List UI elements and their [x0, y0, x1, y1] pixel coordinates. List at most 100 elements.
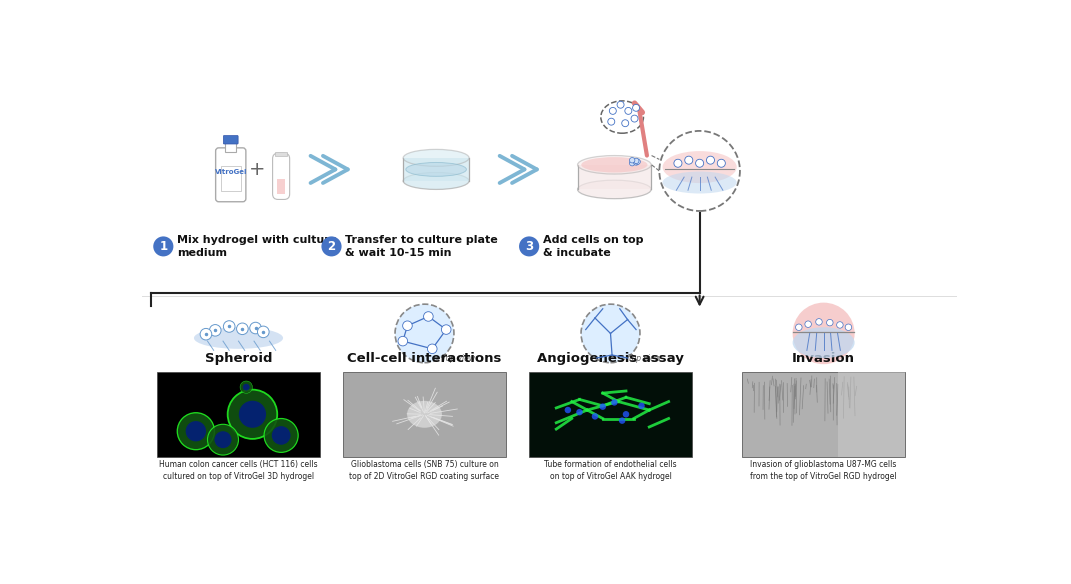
Bar [529, 372, 692, 457]
Ellipse shape [793, 327, 855, 358]
Bar [277, 179, 285, 194]
Text: Add cells on top
& incubate: Add cells on top & incubate [543, 235, 644, 258]
Text: Invasion of glioblastoma U87-MG cells
from the top of VitroGel RGD hydrogel: Invasion of glioblastoma U87-MG cells fr… [751, 460, 896, 481]
Bar [221, 166, 241, 191]
Ellipse shape [403, 150, 469, 166]
Circle shape [684, 156, 693, 164]
Text: Invasion: Invasion [793, 352, 855, 364]
Circle shape [836, 322, 843, 328]
Bar [275, 152, 287, 157]
Bar [838, 372, 905, 457]
Text: Spheroid: Spheroid [205, 352, 272, 364]
Circle shape [624, 107, 632, 114]
Circle shape [403, 321, 412, 331]
FancyBboxPatch shape [273, 153, 289, 200]
Circle shape [622, 411, 630, 418]
Circle shape [634, 160, 639, 165]
Circle shape [718, 159, 725, 167]
Circle shape [178, 413, 214, 450]
Circle shape [564, 407, 571, 413]
Circle shape [398, 336, 408, 346]
Circle shape [612, 399, 618, 406]
Circle shape [210, 325, 221, 336]
Circle shape [239, 401, 266, 428]
Circle shape [633, 105, 639, 112]
Circle shape [224, 321, 235, 332]
Circle shape [423, 312, 433, 321]
Circle shape [845, 324, 851, 331]
Circle shape [582, 304, 640, 363]
Circle shape [272, 426, 290, 445]
Circle shape [395, 304, 454, 363]
Circle shape [660, 131, 740, 211]
Circle shape [321, 237, 342, 256]
Circle shape [630, 158, 635, 163]
Text: Transfer to culture plate
& wait 10-15 min: Transfer to culture plate & wait 10-15 m… [346, 235, 498, 258]
Circle shape [441, 325, 451, 335]
Circle shape [208, 425, 239, 455]
Bar [577, 165, 651, 189]
Bar [742, 372, 905, 457]
Text: Angiogenesis assay: Angiogenesis assay [537, 352, 684, 364]
Text: 1: 1 [160, 240, 167, 253]
Circle shape [265, 419, 298, 453]
Circle shape [634, 158, 639, 164]
Circle shape [796, 324, 802, 331]
Ellipse shape [406, 162, 467, 176]
FancyBboxPatch shape [224, 135, 238, 144]
Text: 2: 2 [328, 240, 335, 253]
Circle shape [519, 237, 539, 256]
Circle shape [609, 107, 616, 114]
Text: 3: 3 [525, 240, 533, 253]
Bar [343, 372, 506, 457]
Circle shape [243, 384, 250, 391]
Ellipse shape [403, 172, 469, 189]
Ellipse shape [577, 180, 651, 199]
Text: Top view: Top view [628, 354, 661, 363]
Circle shape [200, 328, 212, 340]
Text: Human colon cancer cells (HCT 116) cells
cultured on top of VitroGel 3D hydrogel: Human colon cancer cells (HCT 116) cells… [160, 460, 318, 481]
Circle shape [228, 390, 277, 439]
Circle shape [257, 326, 269, 338]
Circle shape [427, 344, 437, 353]
Text: Mix hydrogel with culture
medium: Mix hydrogel with culture medium [178, 235, 337, 258]
Ellipse shape [577, 155, 651, 174]
Circle shape [827, 319, 833, 326]
Circle shape [793, 303, 855, 364]
Text: +: + [248, 160, 266, 179]
Text: Top view: Top view [441, 354, 474, 363]
Bar [157, 372, 320, 457]
Text: Glioblastoma cells (SNB 75) culture on
top of 2D VitroGel RGD coating surface: Glioblastoma cells (SNB 75) culture on t… [349, 460, 499, 481]
Circle shape [630, 161, 635, 166]
Circle shape [631, 115, 638, 122]
Circle shape [638, 402, 645, 409]
FancyBboxPatch shape [215, 148, 246, 201]
Circle shape [592, 413, 599, 420]
Ellipse shape [663, 172, 737, 193]
Circle shape [576, 409, 583, 415]
Circle shape [707, 156, 714, 164]
Circle shape [695, 159, 704, 167]
Ellipse shape [663, 151, 737, 183]
Circle shape [607, 118, 615, 125]
Circle shape [622, 120, 629, 127]
Ellipse shape [582, 157, 648, 172]
Circle shape [237, 323, 248, 335]
Circle shape [816, 319, 823, 325]
Circle shape [635, 159, 640, 165]
Circle shape [240, 381, 253, 394]
Ellipse shape [194, 327, 283, 349]
Text: Cell-cell interactions: Cell-cell interactions [347, 352, 501, 364]
Circle shape [185, 421, 206, 442]
Bar [225, 142, 237, 152]
Circle shape [674, 159, 682, 167]
Text: VitroGel: VitroGel [214, 169, 247, 175]
Circle shape [153, 237, 174, 256]
Circle shape [250, 322, 261, 334]
Circle shape [214, 431, 231, 448]
Text: Tube formation of endothelial cells
on top of VitroGel AAK hydrogel: Tube formation of endothelial cells on t… [544, 460, 677, 481]
Circle shape [617, 101, 624, 108]
Bar [403, 158, 469, 181]
Circle shape [600, 404, 606, 410]
Circle shape [805, 321, 812, 328]
